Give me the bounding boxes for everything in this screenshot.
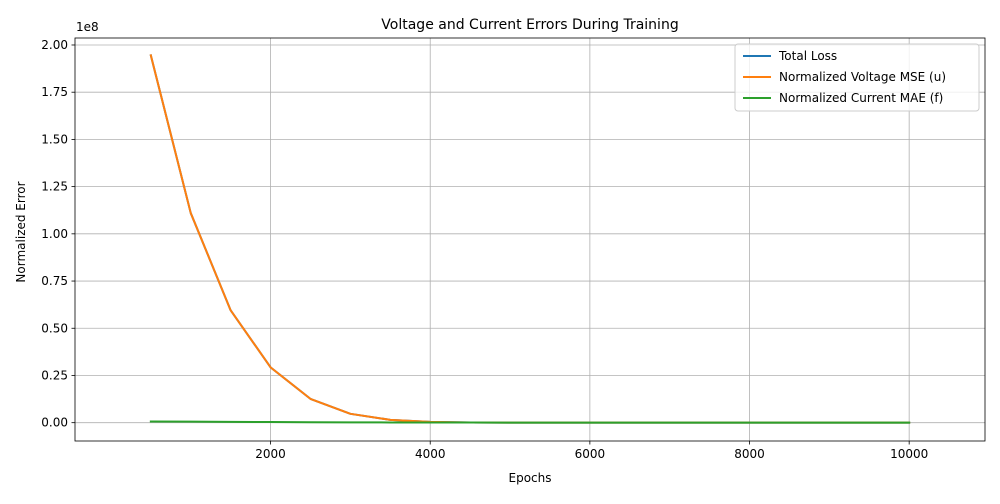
legend-label: Normalized Voltage MSE (u)	[779, 70, 946, 84]
legend-box	[734, 43, 980, 112]
y-tick-label: 0.25	[41, 368, 68, 382]
y-tick-label: 1.50	[41, 132, 68, 146]
legend: Total Loss Normalized Voltage MSE (u) Norm…	[734, 43, 980, 112]
y-tick-label: 1.25	[41, 180, 68, 194]
y-axis-label: Normalized Error	[14, 181, 28, 282]
axis-ticks: 2000 4000 6000 8000 10000 0.00 0.25 0.50 0.75 1.0…	[41, 38, 928, 461]
x-tick-label: 2000	[255, 447, 286, 461]
series-line-3	[149, 420, 911, 424]
series-lines	[149, 54, 911, 424]
y-tick-label: 0.75	[41, 274, 68, 288]
x-tick-label: 6000	[575, 447, 606, 461]
y-axis-offset-text: 1e8	[76, 20, 99, 34]
y-tick-label: 0.00	[41, 416, 68, 430]
plot-area	[74, 37, 986, 442]
x-tick-label: 4000	[415, 447, 446, 461]
y-tick-label: 1.75	[41, 85, 68, 99]
chart-title: Voltage and Current Errors During Traini…	[381, 17, 678, 33]
legend-label: Normalized Current MAE (f)	[779, 91, 943, 105]
x-axis-label: Epochs	[509, 471, 552, 485]
legend-label: Total Loss	[778, 49, 837, 63]
y-tick-label: 2.00	[41, 38, 68, 52]
x-tick-label: 10000	[890, 447, 928, 461]
x-tick-label: 8000	[734, 447, 765, 461]
y-tick-label: 1.00	[41, 227, 68, 241]
y-tick-label: 0.50	[41, 321, 68, 335]
